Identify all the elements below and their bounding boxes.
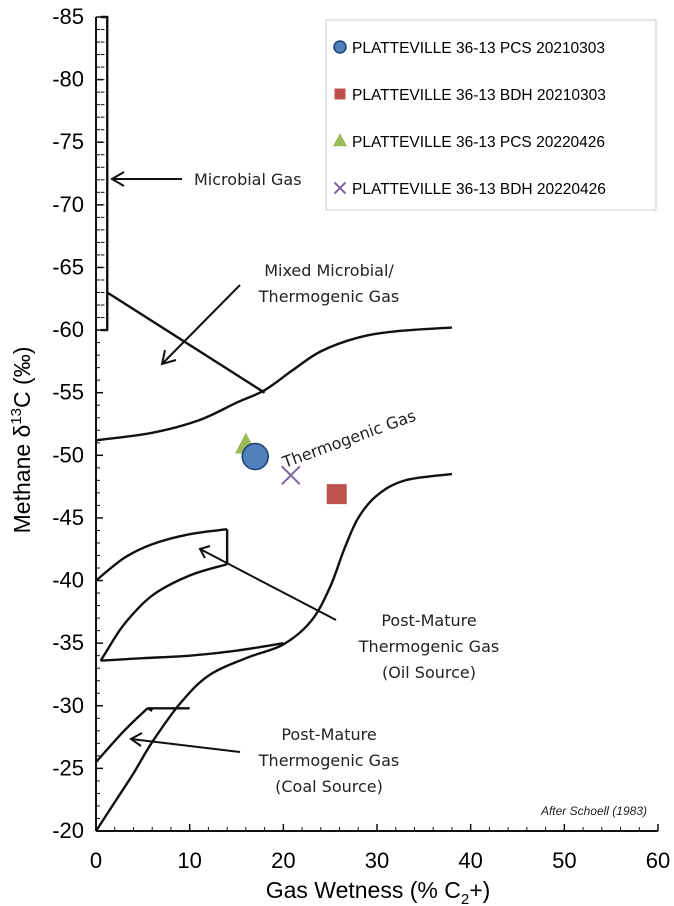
x-tick-label: 50 xyxy=(552,848,576,873)
y-axis-title-post: C (‰) xyxy=(9,347,35,408)
y-tick-label: -45 xyxy=(52,505,84,530)
axes: -20 -25 -30 -35 -40 -45 -50 -55 -60 -65 -70 -75 -80 -… xyxy=(52,4,670,873)
oil-arrow xyxy=(199,548,337,621)
annotation-mixed-line1: Mixed Microbial/ xyxy=(264,261,394,280)
y-tick-label: -50 xyxy=(52,442,84,467)
annotation-coal-line1: Post-Mature xyxy=(281,725,376,744)
legend-marker-circle xyxy=(333,40,347,54)
y-tick-label: -25 xyxy=(52,755,84,780)
legend-label: PLATTEVILLE 36-13 BDH 20220426 xyxy=(352,181,606,198)
y-tick-label: -75 xyxy=(52,129,84,154)
boundary-mixed-zone-diagonal xyxy=(106,291,266,394)
boundary-oil-source-box xyxy=(95,528,284,662)
annotation-oil-line1: Post-Mature xyxy=(381,611,476,630)
coal-arrowhead xyxy=(129,732,143,747)
y-tick-label: -85 xyxy=(52,4,84,29)
mixed-arrowhead xyxy=(160,349,177,366)
legend-marker-x xyxy=(333,181,347,195)
legend-marker-triangle xyxy=(333,132,347,147)
annotation-mixed-line2: Thermogenic Gas xyxy=(258,287,399,306)
annotation-coal-line2: Thermogenic Gas xyxy=(258,751,399,770)
boundary-coal-source-stub xyxy=(146,707,153,712)
y-tick-label: -65 xyxy=(52,254,84,279)
y-tick-label: -60 xyxy=(52,317,84,342)
y-tick-label: -40 xyxy=(52,568,84,593)
data-point-x xyxy=(281,465,301,486)
x-tick-label: 40 xyxy=(458,848,482,873)
annotation-arrows xyxy=(110,171,337,753)
credit-text: After Schoell (1983) xyxy=(540,804,647,818)
microbial-arrowhead xyxy=(110,171,125,187)
x-tick-label: 30 xyxy=(365,848,389,873)
annotation-oil-line3: (Oil Source) xyxy=(382,663,476,682)
annotation-microbial: Microbial Gas xyxy=(194,170,302,189)
annotation-coal-line3: (Coal Source) xyxy=(275,777,383,796)
x-tick-label: 0 xyxy=(90,848,102,873)
legend-label: PLATTEVILLE 36-13 PCS 20210303 xyxy=(352,40,605,57)
annotation-oil-line2: Thermogenic Gas xyxy=(358,637,499,656)
data-point-circle xyxy=(241,442,269,471)
y-tick-label: -20 xyxy=(52,818,84,843)
legend: PLATTEVILLE 36-13 PCS 20210303 PLATTEVILL… xyxy=(325,19,657,211)
coal-arrow xyxy=(130,738,241,753)
y-axis-title: Methane δ13C (‰) xyxy=(8,347,35,534)
x-tick-label: 60 xyxy=(646,848,670,873)
legend-box xyxy=(325,19,657,211)
mixed-arrow xyxy=(161,284,241,365)
legend-label: PLATTEVILLE 36-13 PCS 20220426 xyxy=(352,134,605,151)
legend-marker-square xyxy=(334,88,346,100)
region-boundaries xyxy=(94,15,453,832)
y-tick-label: -70 xyxy=(52,192,84,217)
y-tick-label: -80 xyxy=(52,67,84,92)
boundary-coal-source-box xyxy=(95,707,190,763)
x-tick-label: 10 xyxy=(177,848,201,873)
y-tick-label: -30 xyxy=(52,693,84,718)
y-tick-label: -55 xyxy=(52,380,84,405)
x-tick-label: 20 xyxy=(271,848,295,873)
data-point-square xyxy=(326,484,347,505)
y-axis-title-pre: Methane δ xyxy=(9,425,35,534)
boundary-thermogenic-upper-curve xyxy=(95,326,453,442)
data-markers xyxy=(234,432,347,505)
x-axis-title-main: Gas Wetness (% C xyxy=(266,877,461,903)
x-axis-title: Gas Wetness (% C2+) xyxy=(266,877,491,906)
boundary-thermogenic-lower-curve xyxy=(94,472,453,832)
x-axis-title-subscript: 2 xyxy=(461,891,469,906)
x-axis-title-end: +) xyxy=(469,877,490,903)
legend-label: PLATTEVILLE 36-13 BDH 20210303 xyxy=(352,87,606,104)
y-tick-label: -35 xyxy=(52,630,84,655)
y-axis-title-superscript: 13 xyxy=(8,408,25,425)
oil-arrowhead xyxy=(198,545,211,559)
